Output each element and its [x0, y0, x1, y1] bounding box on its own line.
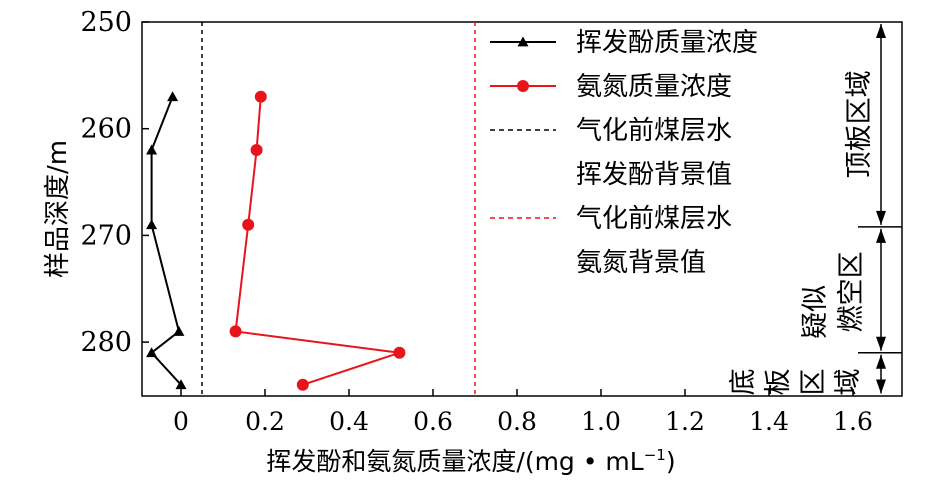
- legend-label: 气化前煤层水: [576, 116, 732, 146]
- y-tick-label: 280: [80, 327, 132, 358]
- data-point: [229, 325, 242, 338]
- zone-label: 板: [763, 369, 794, 396]
- x-tick-label: 0.6: [413, 407, 453, 436]
- y-axis-label: 样品深度/m: [43, 140, 73, 278]
- series-line: [234, 96, 400, 386]
- legend-label: 氨氮质量浓度: [576, 72, 732, 102]
- data-point: [254, 90, 267, 103]
- series-line: [150, 96, 182, 386]
- legend-marker: [517, 80, 529, 92]
- zone-label: 区: [798, 369, 829, 396]
- zone-label: 燃空区: [836, 251, 867, 332]
- zone-label: 底: [728, 369, 759, 396]
- zone-arrowhead: [876, 210, 886, 225]
- x-tick-label: 0: [173, 407, 189, 436]
- zone-label: 疑似: [800, 285, 831, 339]
- x-tick-label: 0.8: [497, 407, 537, 436]
- series-layer: [146, 90, 406, 391]
- legend-label: 挥发酚背景值: [576, 160, 732, 190]
- data-point: [167, 91, 179, 102]
- data-point: [296, 378, 309, 391]
- data-point: [146, 347, 158, 358]
- data-point: [146, 219, 158, 230]
- zone-arrowhead: [876, 354, 886, 369]
- data-point: [175, 379, 187, 390]
- zone-arrowhead: [876, 24, 886, 38]
- data-point: [146, 144, 158, 155]
- legend-label: 气化前煤层水: [576, 204, 732, 234]
- zone-label: 域: [833, 369, 864, 396]
- data-point: [242, 218, 255, 231]
- x-tick-label: 1.4: [749, 407, 789, 436]
- legend-label: 挥发酚质量浓度: [576, 28, 758, 58]
- x-axis-label: 挥发酚和氨氮质量浓度/(mg • mL−1): [266, 446, 675, 476]
- zone-annotations: 顶板区域疑似 燃空区底板区域: [728, 24, 902, 396]
- x-tick-label: 1.2: [665, 407, 705, 436]
- zone-label: 顶板区域: [844, 70, 875, 178]
- data-point: [393, 346, 406, 359]
- reference-lines: [201, 22, 476, 396]
- zone-arrowhead: [876, 379, 886, 394]
- x-axis: 0 0.2 0.4 0.6 0.8 1.0 1.2 1.4 1.6: [173, 389, 873, 436]
- data-point: [250, 144, 263, 157]
- legend-marker: [517, 36, 529, 47]
- plot-frame: [141, 21, 903, 397]
- y-tick-label: 260: [80, 114, 132, 145]
- x-tick-label: 1.0: [581, 407, 621, 436]
- legend-label: 氨氮背景值: [576, 248, 706, 278]
- zone-arrowhead: [876, 228, 886, 243]
- zone-arrowhead: [876, 336, 886, 351]
- y-axis: 250 260 270 280: [80, 7, 149, 358]
- x-tick-label: 1.6: [833, 407, 873, 436]
- y-tick-label: 270: [80, 220, 132, 251]
- x-tick-label: 0.4: [329, 407, 369, 436]
- x-tick-label: 0.2: [245, 407, 285, 436]
- data-point: [173, 325, 185, 336]
- y-tick-label: 250: [80, 7, 132, 38]
